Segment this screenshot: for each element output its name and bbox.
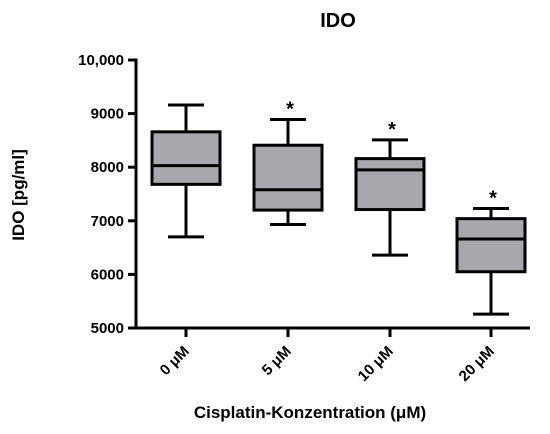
x-tick-label: 0 μM bbox=[157, 343, 193, 379]
x-axis-ticks: 0 μM 5 μM 10 μM 20 μM bbox=[157, 328, 498, 385]
x-tick-label: 5 μM bbox=[259, 343, 295, 379]
y-tick-label: 6000 bbox=[91, 266, 124, 283]
x-tick-label: 10 μM bbox=[355, 343, 397, 385]
box-group: * bbox=[354, 119, 426, 257]
y-axis-label: IDO [pg/ml] bbox=[9, 149, 28, 241]
x-tick-label: 20 μM bbox=[456, 343, 498, 385]
iqr-box bbox=[455, 217, 527, 274]
axes bbox=[134, 58, 530, 330]
chart-title: IDO bbox=[320, 10, 356, 32]
y-tick-label: 10,000 bbox=[78, 52, 124, 69]
iqr-box bbox=[354, 157, 426, 212]
x-axis-label: Cisplatin-Konzentration (μM) bbox=[194, 403, 426, 422]
box-group: * bbox=[252, 98, 324, 227]
y-tick-label: 5000 bbox=[91, 320, 124, 337]
iqr-box bbox=[252, 143, 324, 212]
y-tick-label: 9000 bbox=[91, 106, 124, 123]
significance-marker: * bbox=[388, 119, 396, 141]
iqr-box bbox=[150, 130, 222, 186]
y-tick-label: 7000 bbox=[91, 213, 124, 230]
box-group: * bbox=[455, 187, 527, 316]
y-axis-ticks: 5000 6000 7000 8000 9000 10,000 bbox=[78, 52, 136, 337]
boxes: * * * bbox=[150, 98, 527, 316]
box-group bbox=[150, 103, 222, 239]
significance-marker: * bbox=[489, 187, 497, 209]
y-tick-label: 8000 bbox=[91, 159, 124, 176]
significance-marker: * bbox=[286, 98, 294, 120]
